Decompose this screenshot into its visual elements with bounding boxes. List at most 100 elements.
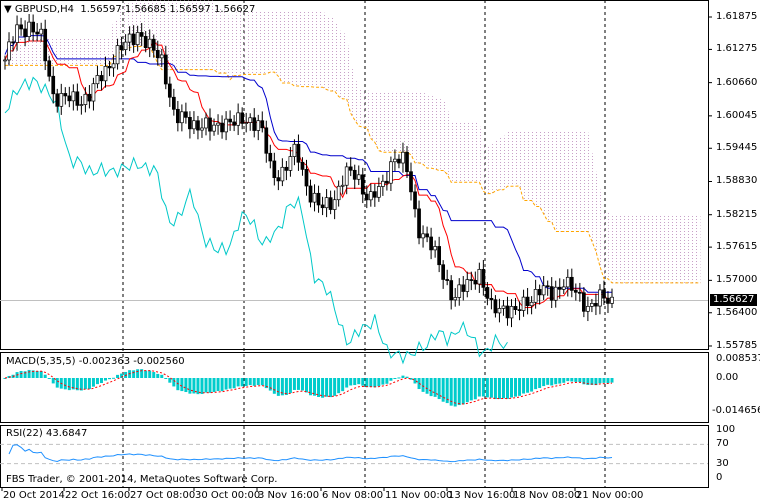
candle-body (167, 83, 172, 98)
copyright-text: FBS Trader, © 2001-2014, MetaQuotes Soft… (6, 474, 278, 485)
candle-body (248, 117, 253, 123)
macd-bar (397, 377, 401, 379)
candle-body (208, 117, 212, 132)
candle-body (308, 185, 313, 203)
macd-bar (196, 378, 200, 395)
macd-bar (75, 378, 79, 391)
candle-body (180, 111, 184, 124)
macd-bar (489, 378, 493, 398)
macd-bar (27, 369, 31, 378)
collapse-triangle-icon[interactable]: ▼ (4, 4, 12, 15)
price-tick-label: 1.57000 (716, 274, 758, 286)
macd-bar (433, 378, 437, 397)
macd-bar (333, 378, 337, 396)
candle-body (598, 289, 602, 307)
macd-bar (401, 375, 405, 378)
candle-body (107, 65, 112, 69)
candle-body (51, 75, 56, 95)
candle-body (188, 117, 192, 130)
candle-body (200, 127, 204, 131)
macd-bar (292, 378, 296, 390)
candle-body (23, 28, 27, 37)
candle-body (27, 21, 31, 37)
candle-body (368, 191, 373, 201)
rsi-tick-label: 100 (716, 424, 736, 435)
rsi-tick-label: 0 (716, 472, 723, 483)
candle-body (7, 41, 11, 61)
candle-body (216, 122, 220, 126)
macd-bar (554, 378, 558, 385)
macd-bar (493, 378, 497, 400)
macd-signal-line (4, 370, 613, 405)
candle-body (610, 296, 614, 304)
candle-body (485, 287, 490, 299)
candle-body (332, 199, 337, 210)
macd-bar (136, 369, 140, 378)
candle-body (63, 93, 68, 97)
rsi-line (8, 444, 613, 463)
macd-bar (385, 378, 389, 384)
candle-body (348, 166, 353, 171)
time-tick-label: 21 Nov 00:00 (576, 490, 644, 501)
macd-bar (477, 378, 481, 397)
candle-body (545, 285, 550, 288)
macd-bar (264, 378, 268, 389)
macd-bar (594, 378, 598, 386)
macd-bar (566, 378, 570, 382)
macd-bar (353, 378, 357, 386)
time-tick-label: 27 Oct 08:00 (130, 490, 196, 501)
macd-bar (51, 378, 55, 384)
macd-bar (31, 370, 35, 378)
macd-bar (465, 378, 469, 403)
time-tick-label: 6 Nov 08:00 (322, 490, 384, 501)
macd-bar (220, 378, 224, 392)
candle-body (99, 75, 104, 82)
candle-body (429, 236, 433, 251)
candle-body (264, 127, 269, 154)
macd-bar (260, 378, 264, 386)
candle-body (461, 284, 466, 292)
macd-bar (574, 378, 578, 382)
candle-body (115, 45, 120, 65)
price-tick-label: 1.55785 (716, 339, 758, 351)
candle-body (573, 290, 578, 293)
macd-bar (461, 378, 465, 405)
macd-bar (377, 378, 381, 387)
candle-body (147, 38, 152, 48)
macd-bar (421, 378, 425, 392)
candle-body (417, 208, 421, 239)
macd-bar (108, 378, 112, 380)
time-tick-label: 30 Oct 00:00 (195, 490, 261, 501)
candle-body (127, 33, 132, 43)
price-tick-label: 1.60045 (716, 109, 758, 121)
candle-body (83, 93, 88, 105)
candle-body (284, 166, 289, 171)
macd-bar (240, 378, 244, 387)
candle-body (232, 121, 236, 126)
candle-body (320, 204, 325, 209)
candle-body (393, 158, 397, 163)
macd-bar (148, 370, 152, 378)
candle-body (413, 191, 417, 210)
candle-body (111, 63, 116, 69)
candle-body (240, 112, 245, 124)
price-tick-label: 1.58830 (716, 175, 758, 187)
macd-bar (244, 378, 248, 386)
macd-bar (23, 371, 27, 378)
candle-body (244, 122, 249, 124)
candle-body (228, 118, 232, 123)
macd-panel (0, 352, 709, 423)
candle-body (3, 59, 7, 62)
candle-body (224, 118, 228, 133)
candle-body (577, 291, 582, 294)
macd-bar (501, 378, 505, 399)
price-tick-label: 1.60660 (716, 76, 758, 88)
kijun-line (4, 35, 612, 293)
rsi-tick-label: 30 (716, 457, 729, 469)
macd-bar (610, 378, 614, 383)
candle-body (176, 108, 180, 124)
macd-bar (39, 371, 43, 378)
candle-body (586, 306, 590, 312)
macd-bar (232, 378, 236, 389)
